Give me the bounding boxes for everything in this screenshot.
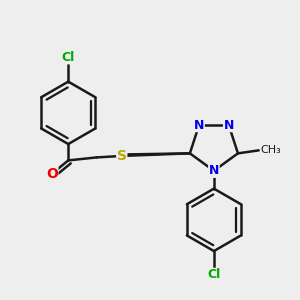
Text: Cl: Cl (61, 51, 75, 64)
Text: N: N (224, 118, 234, 132)
Text: N: N (194, 118, 204, 132)
Text: Cl: Cl (207, 268, 220, 281)
Text: CH₃: CH₃ (260, 146, 281, 155)
Text: N: N (209, 164, 219, 177)
Text: O: O (46, 167, 58, 181)
Text: S: S (117, 149, 127, 163)
